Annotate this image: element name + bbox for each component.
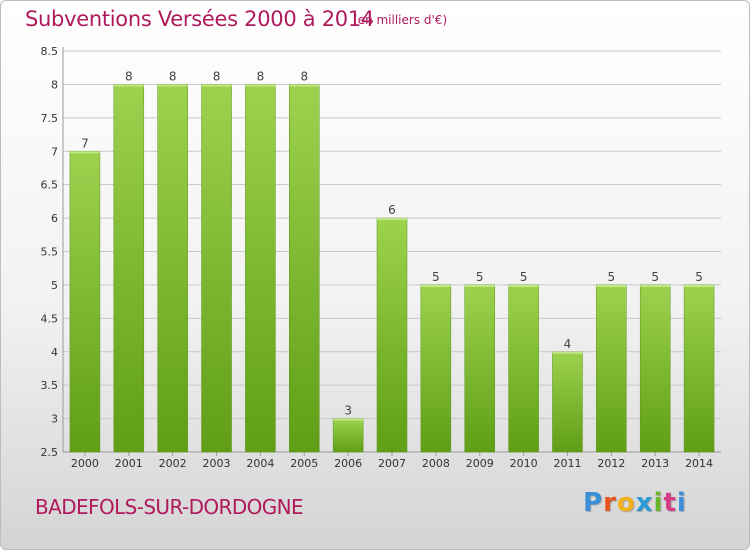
y-tick-label: 8 bbox=[51, 78, 58, 91]
bar-highlight bbox=[684, 284, 715, 287]
x-label-2000: 2000 bbox=[71, 457, 99, 470]
bar-highlight bbox=[420, 284, 451, 287]
x-label-2005: 2005 bbox=[290, 457, 318, 470]
bar-2014 bbox=[683, 284, 715, 453]
bar-2009 bbox=[464, 284, 495, 453]
x-label-2004: 2004 bbox=[246, 457, 274, 470]
bar-highlight bbox=[640, 284, 671, 287]
y-tick-label: 2.5 bbox=[41, 446, 59, 459]
y-tick-label: 6.5 bbox=[41, 179, 59, 192]
x-label-2007: 2007 bbox=[378, 457, 406, 470]
value-label-2003: 8 bbox=[213, 69, 221, 83]
bars bbox=[69, 84, 715, 453]
value-label-2000: 7 bbox=[81, 136, 89, 150]
bar-highlight bbox=[157, 84, 188, 87]
logo-letter: i bbox=[653, 488, 664, 518]
x-label-2003: 2003 bbox=[203, 457, 231, 470]
bar-highlight bbox=[201, 84, 232, 87]
y-tick-label: 3 bbox=[51, 413, 58, 426]
bar-highlight bbox=[377, 218, 407, 221]
value-label-2002: 8 bbox=[169, 69, 177, 83]
bar-2005 bbox=[289, 84, 320, 453]
bar-2006 bbox=[332, 418, 364, 453]
bar-highlight bbox=[596, 284, 627, 287]
x-label-2010: 2010 bbox=[510, 457, 538, 470]
y-tick-label: 3.5 bbox=[41, 379, 59, 392]
bar-highlight bbox=[289, 84, 320, 87]
chart-subtitle: (en milliers d'€) bbox=[353, 13, 448, 27]
logo-letter: t bbox=[663, 488, 677, 518]
value-label-2014: 5 bbox=[695, 270, 703, 284]
y-tick-label: 8.5 bbox=[41, 45, 59, 58]
y-tick-label: 5.5 bbox=[41, 246, 59, 259]
logo-letter: o bbox=[616, 488, 636, 518]
y-tick-label: 7.5 bbox=[41, 112, 59, 125]
bar-2011 bbox=[552, 351, 583, 453]
logo-letter: x bbox=[635, 488, 654, 518]
x-label-2009: 2009 bbox=[466, 457, 494, 470]
bar-2012 bbox=[596, 284, 627, 453]
bar-2013 bbox=[639, 284, 671, 453]
x-label-2013: 2013 bbox=[641, 457, 669, 470]
bar-2002 bbox=[157, 84, 188, 453]
value-label-2001: 8 bbox=[125, 69, 133, 83]
bar-2007 bbox=[376, 217, 408, 453]
bar-2001 bbox=[113, 84, 145, 453]
value-label-2006: 3 bbox=[344, 404, 352, 418]
x-label-2008: 2008 bbox=[422, 457, 450, 470]
value-label-2010: 5 bbox=[520, 270, 528, 284]
x-label-2002: 2002 bbox=[159, 457, 187, 470]
bar-highlight bbox=[508, 284, 539, 287]
bar-2003 bbox=[201, 84, 232, 453]
bar-highlight bbox=[552, 351, 583, 354]
x-label-2001: 2001 bbox=[115, 457, 143, 470]
value-label-2009: 5 bbox=[476, 270, 484, 284]
y-tick-label: 7 bbox=[51, 145, 58, 158]
y-tick-label: 4 bbox=[51, 346, 58, 359]
labels: 2.5 3 3.5 4 4.5 5 5.5 6 6.5 7 7.5 8 8.5 7 2000 8 2001 8 20… bbox=[41, 45, 714, 470]
bar-highlight bbox=[69, 151, 100, 154]
bar-2004 bbox=[245, 84, 276, 453]
value-label-2013: 5 bbox=[651, 270, 659, 284]
bar-2010 bbox=[508, 284, 539, 453]
bar-2000 bbox=[69, 151, 101, 453]
value-label-2004: 8 bbox=[257, 69, 265, 83]
bar-chart: 2.5 3 3.5 4 4.5 5 5.5 6 6.5 7 7.5 8 8.5 7 2000 8 2001 8 20… bbox=[41, 45, 721, 470]
bar-2008 bbox=[420, 284, 452, 453]
bar-highlight bbox=[245, 84, 276, 87]
y-tick-label: 4.5 bbox=[41, 312, 59, 325]
value-label-2008: 5 bbox=[432, 270, 440, 284]
y-tick-label: 5 bbox=[51, 279, 58, 292]
bar-highlight bbox=[113, 84, 144, 87]
value-label-2011: 4 bbox=[564, 337, 572, 351]
chart-title: Subventions Versées 2000 à 2014 bbox=[25, 7, 374, 31]
x-label-2014: 2014 bbox=[685, 457, 713, 470]
logo-letter: P bbox=[583, 488, 604, 518]
bar-highlight bbox=[464, 284, 495, 287]
x-label-2006: 2006 bbox=[334, 457, 362, 470]
x-label-2011: 2011 bbox=[553, 457, 581, 470]
proxiti-logo: Proxiti bbox=[583, 488, 687, 518]
logo-letter: r bbox=[603, 488, 617, 518]
x-label-2012: 2012 bbox=[597, 457, 625, 470]
commune-name: BADEFOLS-SUR-DORDOGNE bbox=[35, 495, 304, 519]
bar-highlight bbox=[333, 418, 364, 421]
value-label-2005: 8 bbox=[300, 69, 308, 83]
value-label-2007: 6 bbox=[388, 203, 396, 217]
logo-letter: i bbox=[676, 488, 687, 518]
value-label-2012: 5 bbox=[608, 270, 616, 284]
y-tick-label: 6 bbox=[51, 212, 58, 225]
